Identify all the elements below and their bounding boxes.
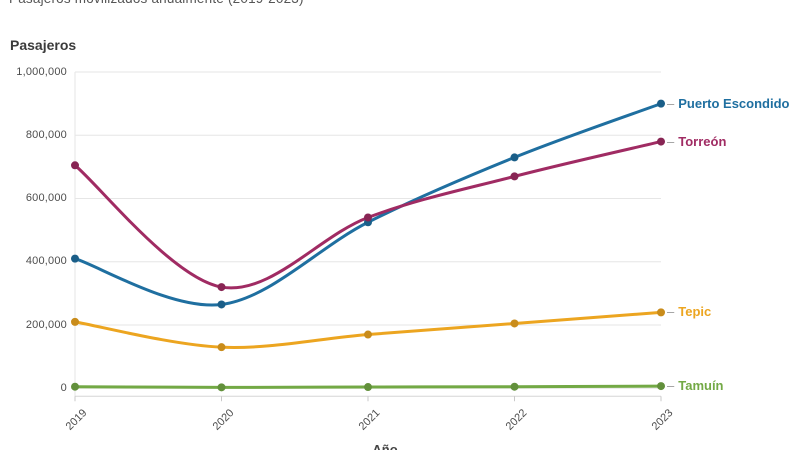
series-label-dash: – [667, 95, 675, 111]
series-label-puerto-escondido: – Puerto Escondido [667, 95, 789, 112]
data-point-torreón [657, 137, 665, 146]
y-tick-label: 0 [60, 381, 67, 394]
data-point-tamuín [657, 382, 665, 391]
data-point-torreón [364, 213, 372, 222]
data-point-tepic [657, 308, 665, 317]
data-point-torreón [217, 283, 226, 292]
series-label-tamuín: – Tamuín [667, 377, 724, 394]
data-point-tamuín [510, 382, 519, 391]
y-axis-title: Pasajeros [10, 37, 77, 53]
series-label-dash: – [667, 304, 675, 320]
series-line-tepic [73, 310, 663, 349]
series-label-dash: – [667, 133, 675, 149]
data-point-puerto-escondido [71, 254, 79, 263]
data-point-tepic [217, 343, 226, 352]
series-line-torreón [73, 140, 663, 290]
y-tick-label: 600,000 [25, 192, 67, 205]
data-point-puerto-escondido [657, 99, 665, 108]
x-axis-title-clipped: Año [372, 442, 398, 450]
data-point-puerto-escondido [510, 153, 519, 162]
data-point-tamuín [71, 382, 79, 391]
data-point-puerto-escondido [217, 300, 226, 309]
y-tick-label: 1,000,000 [16, 65, 67, 78]
data-point-torreón [510, 172, 519, 181]
chart-title-clipped: Pasajeros movilizados anualmente (2019-2… [9, 0, 304, 6]
y-tick-label: 400,000 [25, 255, 67, 268]
data-point-tepic [364, 330, 372, 339]
y-tick-label: 200,000 [25, 318, 67, 331]
series-label-tepic: – Tepic [667, 303, 711, 320]
series-label-dash: – [667, 378, 675, 394]
series-line-puerto-escondido [73, 102, 663, 307]
series-label-text: Torreón [678, 133, 727, 149]
data-point-tepic [71, 317, 79, 326]
data-point-tamuín [217, 383, 226, 392]
series-label-text: Tepic [678, 304, 712, 320]
data-point-tamuín [364, 383, 372, 392]
series-label-torreón: – Torreón [667, 133, 726, 150]
series-label-text: Tamuín [678, 378, 724, 394]
data-point-tepic [510, 319, 519, 328]
series-label-text: Puerto Escondido [678, 95, 790, 111]
data-point-torreón [71, 161, 79, 170]
y-tick-label: 800,000 [25, 128, 67, 141]
